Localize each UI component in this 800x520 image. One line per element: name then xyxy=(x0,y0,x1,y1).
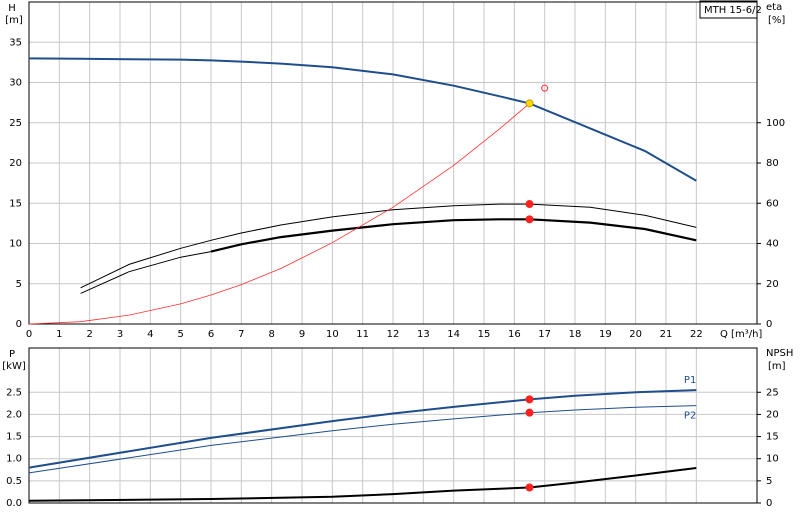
x-tick-label: 22 xyxy=(690,329,703,340)
operating-point xyxy=(525,99,534,108)
y-tick-label: 25 xyxy=(9,118,22,129)
series-label: P1 xyxy=(684,375,696,386)
plot-frame xyxy=(28,347,758,504)
y2-axis-label: eta xyxy=(766,2,782,13)
y2-axis-label: NPSH xyxy=(766,348,793,359)
x-tick-label: 12 xyxy=(387,329,400,340)
x-tick-label: 21 xyxy=(660,329,673,340)
y-tick-label: 35 xyxy=(9,37,22,48)
x-axis-label: Q [m³/h] xyxy=(720,329,762,340)
y2-tick-label: 20 xyxy=(766,279,779,290)
x-tick-label: 18 xyxy=(569,329,582,340)
x-tick-label: 1 xyxy=(56,329,62,340)
y2-tick-label: 80 xyxy=(766,158,779,169)
y-axis-unit: [kW] xyxy=(2,361,26,372)
x-tick-label: 8 xyxy=(268,329,274,340)
series-line xyxy=(210,218,697,253)
y-axis-label: P xyxy=(9,349,15,360)
operating-point xyxy=(525,408,534,417)
series-line xyxy=(28,467,697,502)
x-tick-label: 5 xyxy=(177,329,183,340)
series-line xyxy=(28,405,697,474)
y-tick-label: 1.0 xyxy=(6,454,22,465)
y2-tick-label: 5 xyxy=(766,476,772,487)
operating-point xyxy=(525,395,534,404)
x-tick-label: 2 xyxy=(86,329,92,340)
y2-tick-label: 20 xyxy=(766,409,779,420)
series-line xyxy=(28,57,697,182)
y-tick-label: 0.0 xyxy=(6,498,22,509)
y2-tick-label: 25 xyxy=(766,387,779,398)
x-tick-label: 20 xyxy=(629,329,642,340)
x-tick-label: 6 xyxy=(208,329,214,340)
y2-tick-label: 15 xyxy=(766,432,779,443)
operating-point xyxy=(525,215,534,224)
y-tick-label: 0 xyxy=(16,319,22,330)
x-tick-label: 0 xyxy=(26,329,32,340)
x-tick-label: 4 xyxy=(147,329,153,340)
y2-axis-unit: [%] xyxy=(768,15,785,26)
y2-axis-unit: [m] xyxy=(768,361,786,372)
y-tick-label: 5 xyxy=(16,279,22,290)
plot-frame xyxy=(28,1,758,325)
chart-title: MTH 15-6/2 xyxy=(704,5,762,16)
operating-point xyxy=(525,200,534,209)
operating-point xyxy=(525,483,534,492)
y-tick-label: 30 xyxy=(9,78,22,89)
y2-tick-label: 60 xyxy=(766,198,779,209)
y2-tick-label: 40 xyxy=(766,239,779,250)
y-tick-label: 20 xyxy=(9,158,22,169)
y2-tick-label: 100 xyxy=(766,118,785,129)
x-tick-label: 13 xyxy=(417,329,430,340)
operating-point xyxy=(541,84,549,92)
x-tick-label: 14 xyxy=(447,329,460,340)
y-tick-label: 0.5 xyxy=(6,476,22,487)
x-tick-label: 19 xyxy=(599,329,612,340)
x-tick-label: 7 xyxy=(238,329,244,340)
x-tick-label: 16 xyxy=(508,329,521,340)
x-tick-label: 10 xyxy=(326,329,339,340)
y2-tick-label: 0 xyxy=(766,498,772,509)
y-axis-unit: [m] xyxy=(5,15,23,26)
y-tick-label: 10 xyxy=(9,239,22,250)
y-axis-label: H xyxy=(8,3,16,14)
series-line xyxy=(28,389,697,469)
x-tick-label: 9 xyxy=(299,329,305,340)
series-line xyxy=(28,103,530,325)
series-line xyxy=(80,203,697,289)
y-tick-label: 2.5 xyxy=(6,387,22,398)
y-tick-label: 1.5 xyxy=(6,432,22,443)
x-tick-label: 11 xyxy=(356,329,369,340)
x-tick-label: 15 xyxy=(478,329,491,340)
x-tick-label: 17 xyxy=(538,329,551,340)
y-tick-label: 15 xyxy=(9,198,22,209)
y2-tick-label: 10 xyxy=(766,454,779,465)
y2-tick-label: 0 xyxy=(766,319,772,330)
x-tick-label: 3 xyxy=(117,329,123,340)
series-line xyxy=(80,251,212,294)
y-tick-label: 2.0 xyxy=(6,409,22,420)
series-label: P2 xyxy=(684,411,696,422)
